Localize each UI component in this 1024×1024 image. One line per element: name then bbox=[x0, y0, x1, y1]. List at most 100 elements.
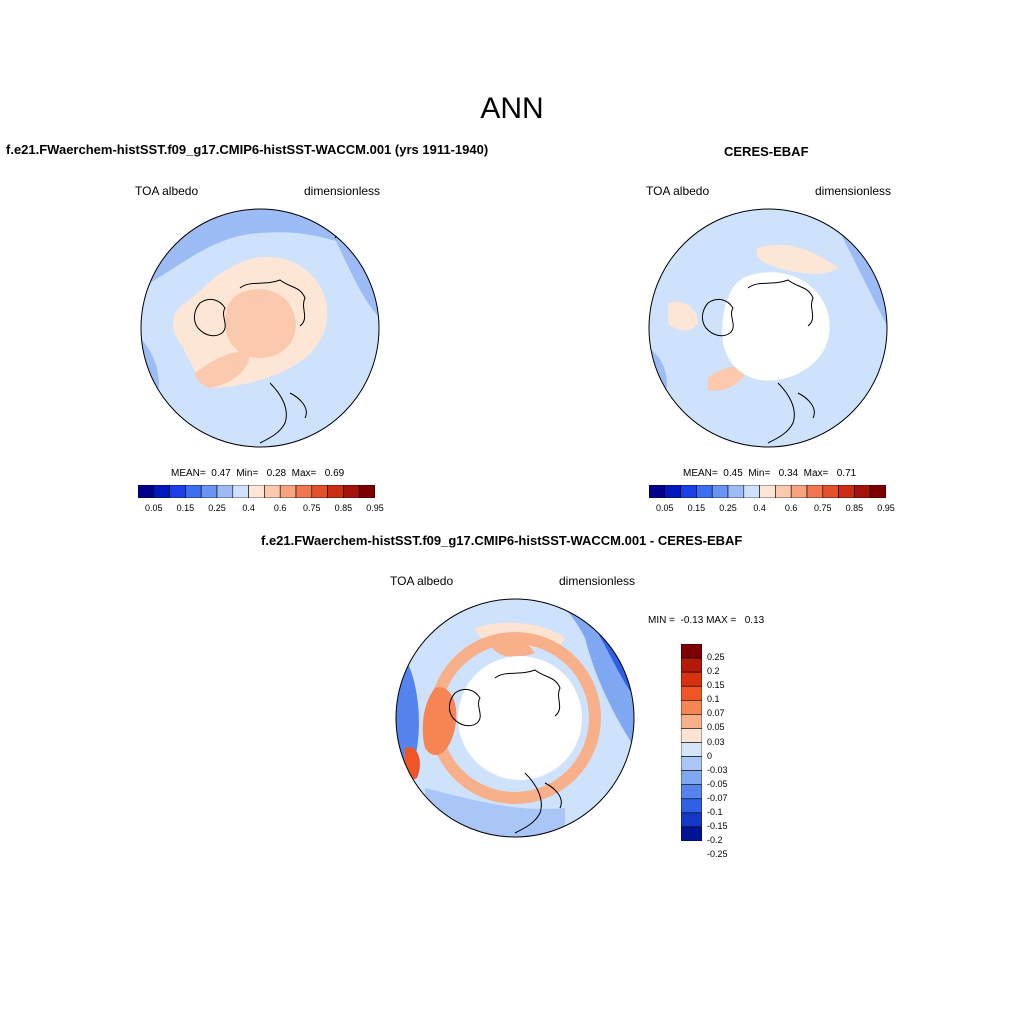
colorbar-swatch bbox=[681, 798, 702, 814]
colorbar-swatch bbox=[681, 728, 702, 743]
difference-colorbar bbox=[681, 644, 702, 841]
colorbar-tick-label: 0.05 bbox=[145, 503, 163, 513]
panel2-max-value: 0.71 bbox=[836, 468, 857, 479]
colorbar-swatch bbox=[200, 485, 218, 498]
colorbar-tick-label: 0.03 bbox=[707, 736, 725, 747]
colorbar-swatch bbox=[216, 485, 234, 498]
colorbar-swatch bbox=[681, 756, 702, 771]
panel1-max-label: Max= bbox=[291, 468, 317, 479]
colorbar-swatch bbox=[681, 784, 702, 800]
colorbar-tick-label: 0.95 bbox=[877, 503, 895, 513]
colorbar-swatch bbox=[327, 485, 344, 498]
panel3-min-label: MIN = bbox=[648, 615, 675, 626]
colorbar-swatch bbox=[248, 485, 265, 498]
colorbar-swatch bbox=[681, 671, 702, 687]
panel3-max-label: MAX = bbox=[706, 615, 737, 626]
colorbar-tick-label: 0.95 bbox=[366, 503, 384, 513]
colorbar-tick-label: 0.15 bbox=[687, 503, 706, 513]
colorbar-swatch bbox=[869, 485, 886, 498]
colorbar-swatch bbox=[838, 485, 855, 498]
colorbar-swatch bbox=[343, 485, 360, 498]
colorbar-swatch bbox=[854, 485, 871, 498]
colorbar-tick-label: 0.1 bbox=[707, 694, 720, 705]
colorbar-swatch bbox=[264, 485, 281, 498]
colorbar-tick-label: 0.75 bbox=[303, 503, 321, 513]
panel1-min-value: 0.28 bbox=[266, 468, 287, 479]
colorbar-tick-label: -0.25 bbox=[707, 849, 728, 860]
colorbar-tick-label: 0.75 bbox=[814, 503, 832, 513]
panel2-min-value: 0.34 bbox=[778, 468, 799, 479]
colorbar-swatch bbox=[311, 485, 328, 498]
panel2-title: CERES-EBAF bbox=[724, 144, 809, 159]
colorbar-swatch bbox=[822, 485, 839, 498]
panel3-units-label: dimensionless bbox=[559, 574, 636, 588]
colorbar-swatch bbox=[169, 485, 186, 498]
colorbar-swatch bbox=[295, 485, 313, 498]
colorbar-tick-label: 0.25 bbox=[707, 652, 725, 663]
colorbar-tick-label: 0.2 bbox=[707, 666, 720, 677]
colorbar-tick-label: 0.4 bbox=[242, 503, 255, 513]
panel1-units-label: dimensionless bbox=[304, 184, 381, 198]
panel3-title: f.e21.FWaerchem-histSST.f09_g17.CMIP6-hi… bbox=[261, 533, 743, 548]
colorbar-swatch bbox=[790, 485, 808, 498]
colorbar-tick-label: -0.2 bbox=[707, 835, 723, 845]
colorbar-swatch bbox=[775, 485, 792, 498]
colorbar-swatch bbox=[696, 485, 713, 498]
panel2-units-label: dimensionless bbox=[815, 184, 892, 198]
colorbar-tick-label: 0.6 bbox=[784, 503, 798, 513]
colorbar-tick-label: -0.05 bbox=[707, 778, 728, 789]
colorbar-swatch bbox=[681, 685, 702, 701]
colorbar-swatch bbox=[649, 485, 666, 498]
panel2-mean-value: 0.45 bbox=[723, 468, 743, 479]
colorbar-swatch bbox=[681, 644, 702, 659]
colorbar-tick-label: 0.25 bbox=[719, 503, 737, 513]
colorbar-swatch bbox=[153, 485, 170, 498]
colorbar-swatch bbox=[664, 485, 681, 498]
colorbar-tick-label: 0.4 bbox=[753, 503, 766, 513]
colorbar-swatch bbox=[680, 485, 697, 498]
colorbar-tick-label: 0.15 bbox=[707, 680, 725, 691]
panel3-variable-label: TOA albedo bbox=[390, 574, 454, 588]
colorbar-swatch bbox=[138, 485, 155, 498]
colorbar-tick-label: 0.85 bbox=[845, 503, 864, 513]
colorbar-swatch bbox=[279, 485, 297, 498]
panel2-max-label: Max= bbox=[803, 468, 829, 479]
colorbar-tick-label: 0.25 bbox=[208, 503, 226, 513]
colorbar-swatch bbox=[759, 485, 776, 498]
panel3-stats: MIN = -0.13 MAX = 0.13 bbox=[648, 615, 764, 626]
colorbar-tick-label: 0.05 bbox=[656, 503, 674, 513]
colorbar-tick-label: 0.07 bbox=[707, 708, 725, 719]
colorbar-tick-label: 0.85 bbox=[334, 503, 353, 513]
panel1-variable-label: TOA albedo bbox=[135, 184, 199, 198]
panel3-min-value: -0.13 bbox=[680, 615, 704, 626]
colorbar-tick-label: -0.15 bbox=[707, 820, 728, 831]
colorbar-swatch bbox=[727, 485, 745, 498]
colorbar-swatch bbox=[681, 826, 702, 841]
panel2-colorbar bbox=[649, 485, 886, 498]
colorbar-tick-label: 0.6 bbox=[273, 503, 287, 513]
panel1-max-value: 0.69 bbox=[324, 468, 345, 479]
colorbar-swatch bbox=[711, 485, 729, 498]
colorbar-swatch bbox=[232, 485, 249, 498]
main-title: ANN bbox=[480, 92, 544, 125]
panel1-colorbar bbox=[138, 485, 375, 498]
colorbar-swatch bbox=[681, 742, 702, 757]
colorbar-swatch bbox=[681, 812, 702, 828]
colorbar-swatch bbox=[743, 485, 760, 498]
panel1-min-label: Min= bbox=[236, 468, 259, 479]
ceres-polar-map bbox=[648, 208, 888, 448]
panel2-min-label: Min= bbox=[748, 468, 771, 479]
colorbar-swatch bbox=[681, 657, 702, 673]
colorbar-swatch bbox=[681, 714, 702, 729]
colorbar-swatch bbox=[358, 485, 375, 498]
difference-polar-map bbox=[395, 598, 635, 838]
panel1-stats: MEAN= 0.47 Min= 0.28 Max= 0.69 bbox=[171, 468, 344, 479]
colorbar-tick-label: 0.05 bbox=[707, 722, 725, 733]
colorbar-tick-label: -0.03 bbox=[707, 764, 728, 775]
colorbar-swatch bbox=[806, 485, 824, 498]
colorbar-tick-label: -0.1 bbox=[707, 806, 723, 817]
panel3-max-value: 0.13 bbox=[744, 615, 765, 626]
colorbar-swatch bbox=[681, 770, 702, 786]
panel1-mean-label: MEAN= bbox=[171, 468, 206, 479]
colorbar-tick-label: 0 bbox=[707, 750, 713, 761]
